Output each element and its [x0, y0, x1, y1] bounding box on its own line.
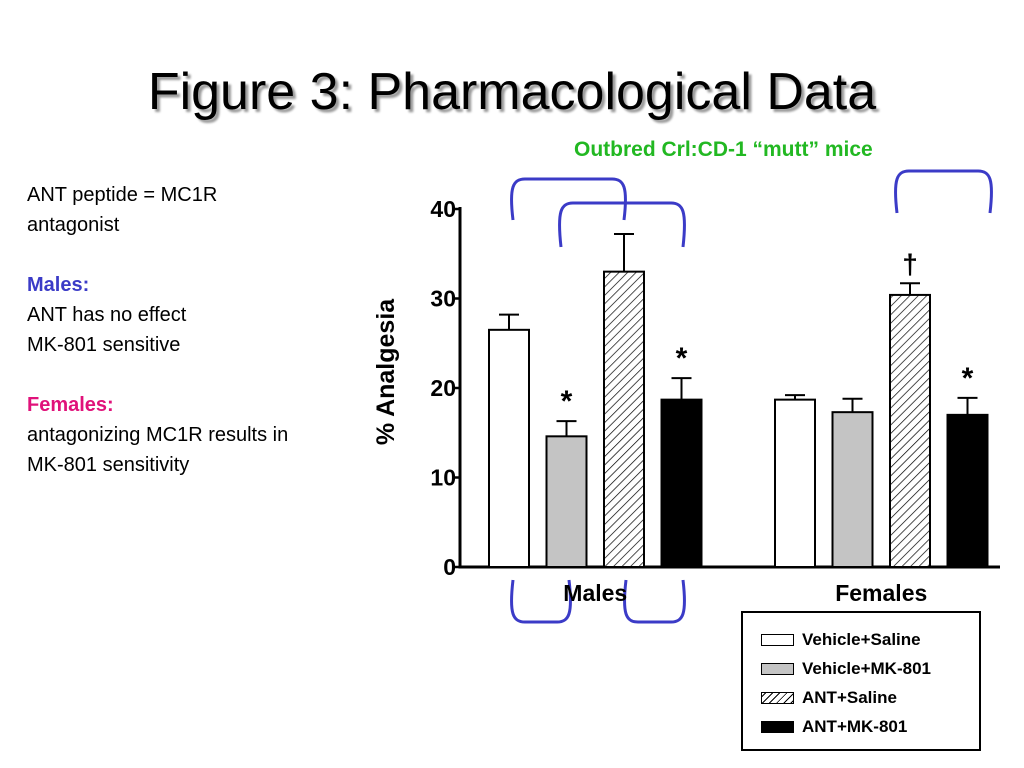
intro-line-1: ANT peptide = MC1R — [27, 184, 218, 206]
legend: Vehicle+Saline Vehicle+MK-801 ANT+Saline AN… — [741, 611, 981, 751]
bar — [603, 270, 645, 568]
y-tick-label: 0 — [443, 554, 456, 580]
notes-panel: ANT peptide = MC1R antagonist Males: ANT… — [27, 180, 372, 480]
legend-item: ANT+MK-801 — [761, 717, 907, 737]
legend-label: ANT+MK-801 — [802, 717, 908, 736]
subtitle: Outbred Crl:CD-1 “mutt” mice — [574, 138, 873, 161]
significance-marker: * — [962, 362, 974, 395]
males-line-1: ANT has no effect — [27, 304, 187, 326]
bar — [831, 411, 874, 569]
significance-marker: * — [676, 342, 688, 375]
legend-item: ANT+Saline — [761, 688, 897, 708]
males-heading: Males: — [27, 274, 90, 296]
plot-area: 0 10 20 30 40 Males Females * * † * — [430, 196, 1000, 606]
bar — [774, 398, 816, 569]
y-tick-label: 40 — [430, 196, 456, 222]
females-heading: Females: — [27, 394, 114, 416]
comparison-bracket — [623, 579, 686, 624]
legend-label: Vehicle+Saline — [802, 630, 921, 649]
bar — [660, 398, 703, 569]
intro-line-2: antagonist — [27, 214, 120, 236]
y-tick-label: 30 — [430, 286, 456, 312]
legend-swatch — [761, 692, 794, 704]
significance-marker: * — [561, 385, 573, 418]
females-line-2: MK-801 sensitivity — [27, 454, 190, 476]
legend-swatch — [761, 721, 794, 733]
legend-label: ANT+Saline — [802, 688, 897, 707]
females-line-1: antagonizing MC1R results in — [27, 424, 289, 446]
legend-swatch — [761, 634, 794, 646]
x-category-label: Males — [563, 580, 627, 606]
legend-label: Vehicle+MK-801 — [802, 659, 931, 678]
legend-item: Vehicle+MK-801 — [761, 659, 931, 679]
bar — [889, 293, 931, 568]
comparison-bracket — [510, 177, 627, 221]
comparison-bracket — [510, 579, 572, 624]
comparison-bracket — [558, 201, 686, 248]
y-axis-label: % Analgesia — [372, 298, 400, 445]
legend-item: Vehicle+Saline — [761, 630, 921, 650]
comparison-brackets — [510, 169, 993, 624]
bar — [946, 413, 989, 568]
legend-swatch — [761, 663, 794, 675]
bar — [488, 328, 530, 569]
x-category-label: Females — [835, 580, 927, 606]
y-tick-label: 10 — [430, 465, 456, 491]
males-line-2: MK-801 sensitive — [27, 334, 181, 356]
comparison-bracket — [894, 169, 993, 214]
y-tick-label: 20 — [430, 375, 456, 401]
significance-marker: † — [902, 248, 918, 279]
slide-title: Figure 3: Pharmacological Data — [147, 63, 877, 121]
bar — [545, 435, 588, 568]
